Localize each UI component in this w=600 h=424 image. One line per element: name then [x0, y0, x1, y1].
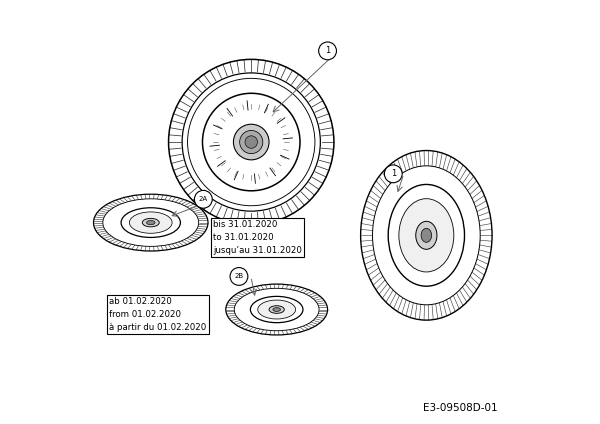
Text: E3-09508D-01: E3-09508D-01	[422, 403, 497, 413]
Ellipse shape	[94, 194, 208, 251]
Text: 2A: 2A	[199, 196, 208, 202]
Text: bis 31.01.2020
to 31.01.2020
jusqu’au 31.01.2020: bis 31.01.2020 to 31.01.2020 jusqu’au 31…	[213, 220, 302, 255]
Ellipse shape	[130, 212, 172, 233]
Text: 1: 1	[325, 46, 330, 56]
Circle shape	[319, 42, 337, 60]
Ellipse shape	[121, 208, 181, 237]
Ellipse shape	[361, 151, 492, 320]
Ellipse shape	[399, 199, 454, 272]
Circle shape	[385, 165, 402, 183]
Ellipse shape	[103, 199, 199, 246]
Circle shape	[194, 190, 212, 208]
Ellipse shape	[373, 166, 480, 305]
Ellipse shape	[273, 308, 280, 311]
Text: 2B: 2B	[235, 273, 244, 279]
Ellipse shape	[269, 306, 284, 313]
Ellipse shape	[239, 131, 263, 153]
Text: ab 01.02.2020
from 01.02.2020
à partir du 01.02.2020: ab 01.02.2020 from 01.02.2020 à partir d…	[109, 297, 206, 332]
Ellipse shape	[169, 59, 334, 225]
Ellipse shape	[250, 296, 303, 323]
Ellipse shape	[245, 136, 257, 148]
Text: 1: 1	[391, 169, 396, 179]
Ellipse shape	[233, 124, 269, 160]
Ellipse shape	[421, 228, 431, 243]
Ellipse shape	[388, 184, 464, 286]
Circle shape	[230, 268, 248, 285]
Ellipse shape	[258, 300, 296, 319]
Ellipse shape	[142, 218, 159, 227]
Ellipse shape	[146, 220, 155, 225]
Ellipse shape	[226, 284, 328, 335]
Ellipse shape	[202, 93, 300, 191]
Ellipse shape	[234, 288, 319, 331]
Ellipse shape	[416, 221, 437, 249]
